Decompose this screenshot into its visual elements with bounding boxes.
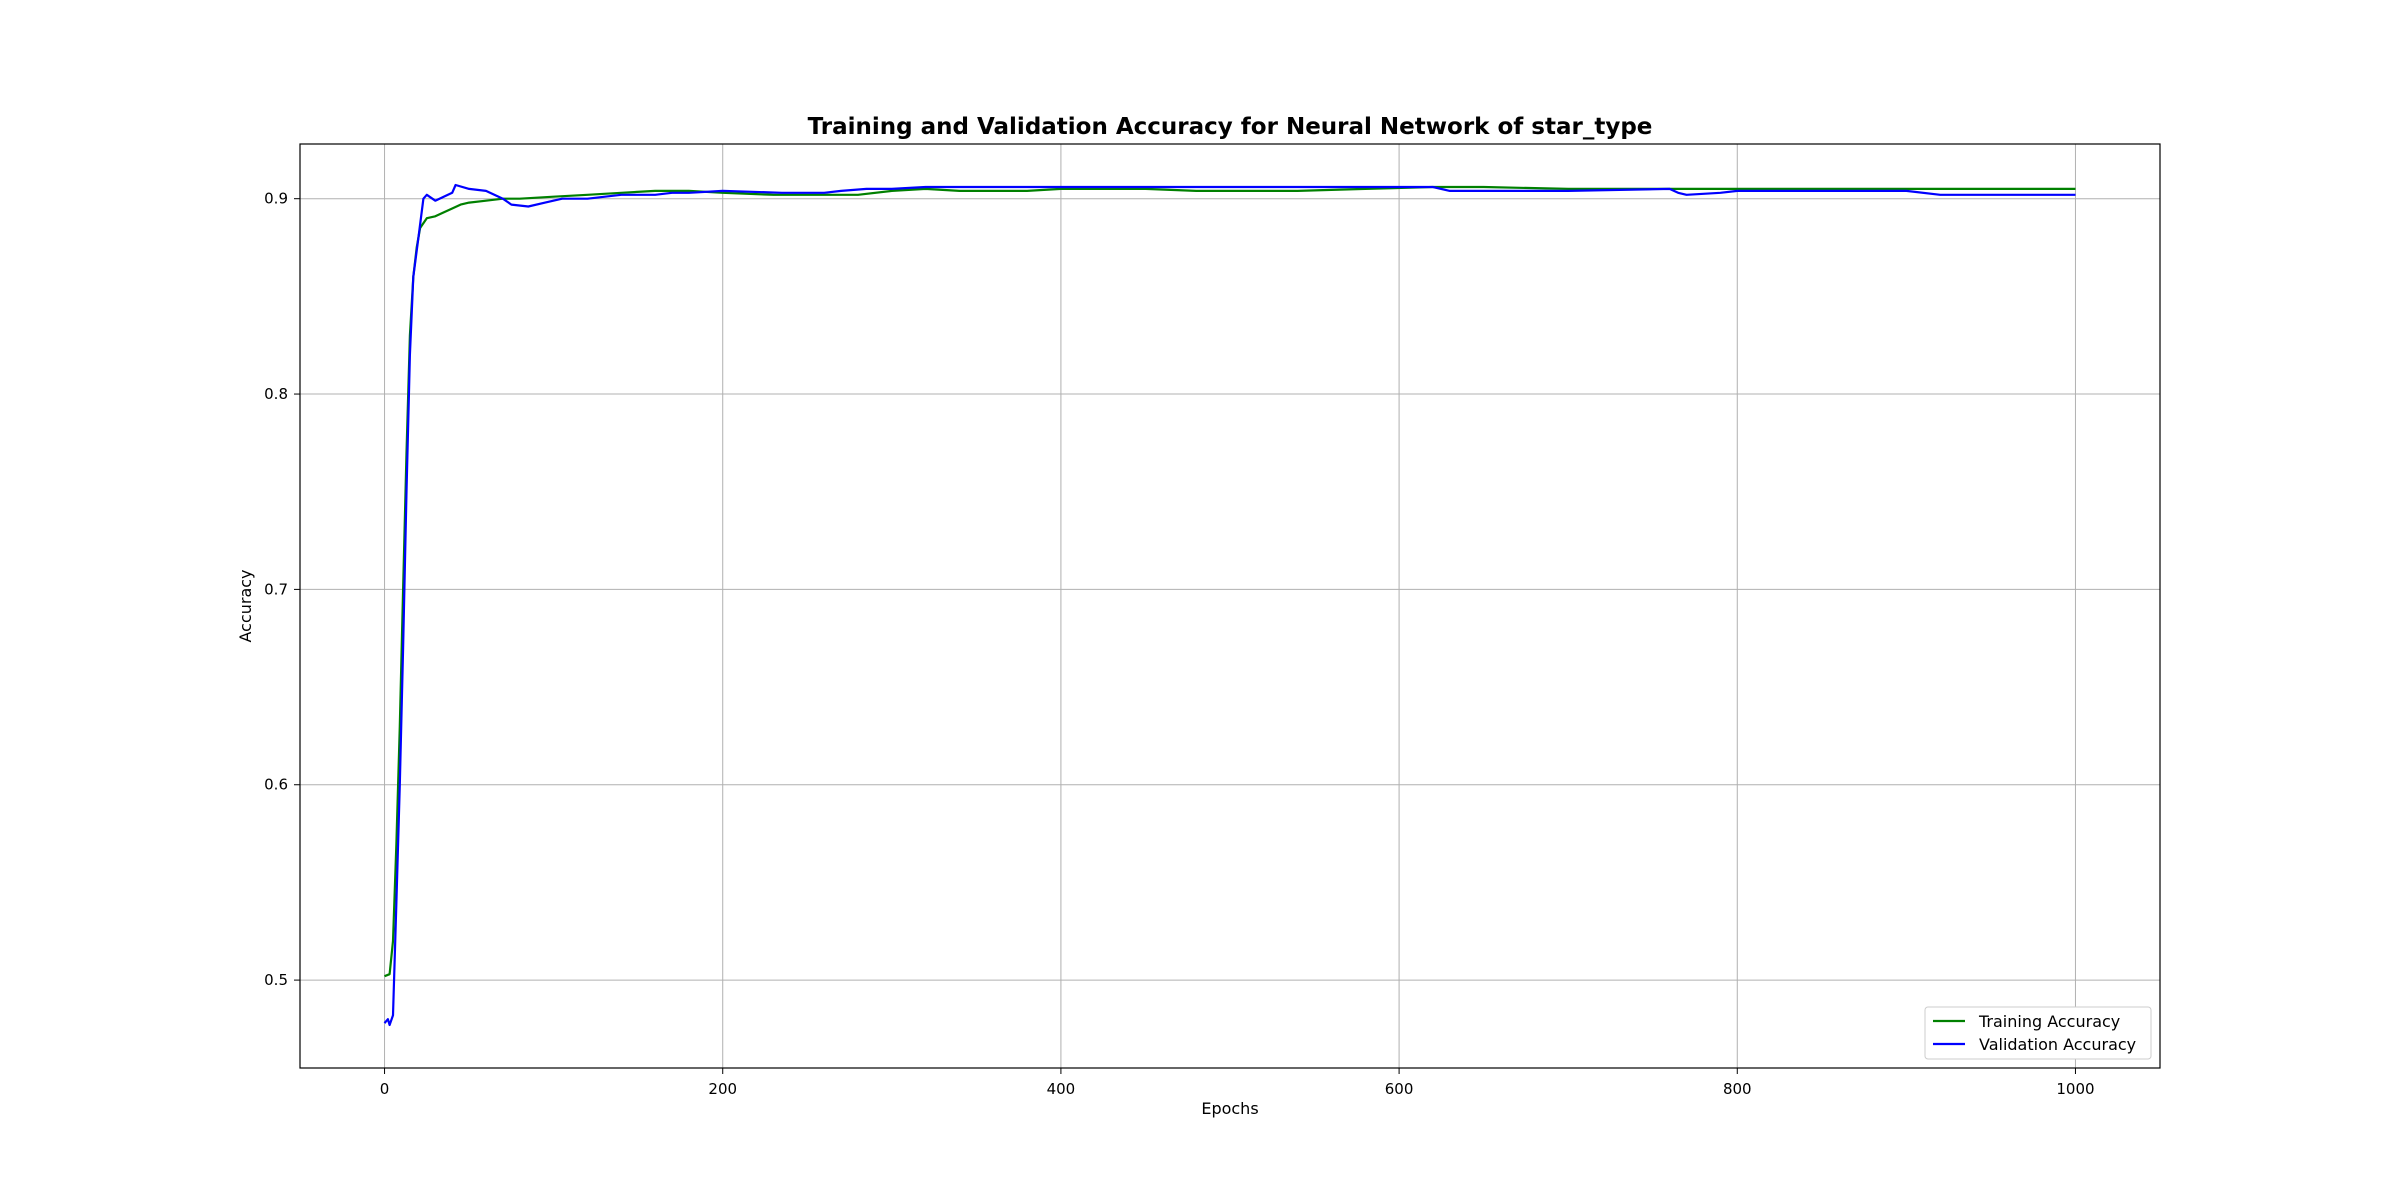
y-axis-label: Accuracy [236, 569, 255, 642]
y-tick-label: 0.5 [264, 971, 288, 989]
plot-frame [299, 143, 2161, 1069]
chart-title: Training and Validation Accuracy for Neu… [808, 114, 1653, 140]
legend-box [1924, 1006, 2152, 1060]
x-tick-label: 200 [708, 1080, 737, 1098]
x-tick-label: 0 [380, 1080, 390, 1098]
x-tick-label: 800 [1723, 1080, 1752, 1098]
y-tick-label: 0.9 [264, 190, 288, 208]
y-tick-label: 0.7 [264, 580, 288, 598]
x-tick-label: 600 [1385, 1080, 1414, 1098]
y-tick-label: 0.6 [264, 776, 288, 794]
legend: Training Accuracy Validation Accuracy [1924, 1006, 2152, 1060]
y-tick-label: 0.8 [264, 385, 288, 403]
x-tick-label: 400 [1047, 1080, 1076, 1098]
legend-label-validation: Validation Accuracy [1979, 1035, 2136, 1054]
validation-accuracy-line [383, 183, 2076, 1027]
grid [300, 144, 2160, 1068]
legend-label-training: Training Accuracy [1978, 1012, 2120, 1031]
x-axis-label: Epochs [1201, 1099, 1258, 1118]
series-lines [383, 183, 2076, 1027]
x-tick-label: 1000 [2056, 1080, 2094, 1098]
axis-ticks: 0 200 400 600 800 1000 0.5 0.6 0.7 0.8 0.9 [264, 190, 2094, 1098]
